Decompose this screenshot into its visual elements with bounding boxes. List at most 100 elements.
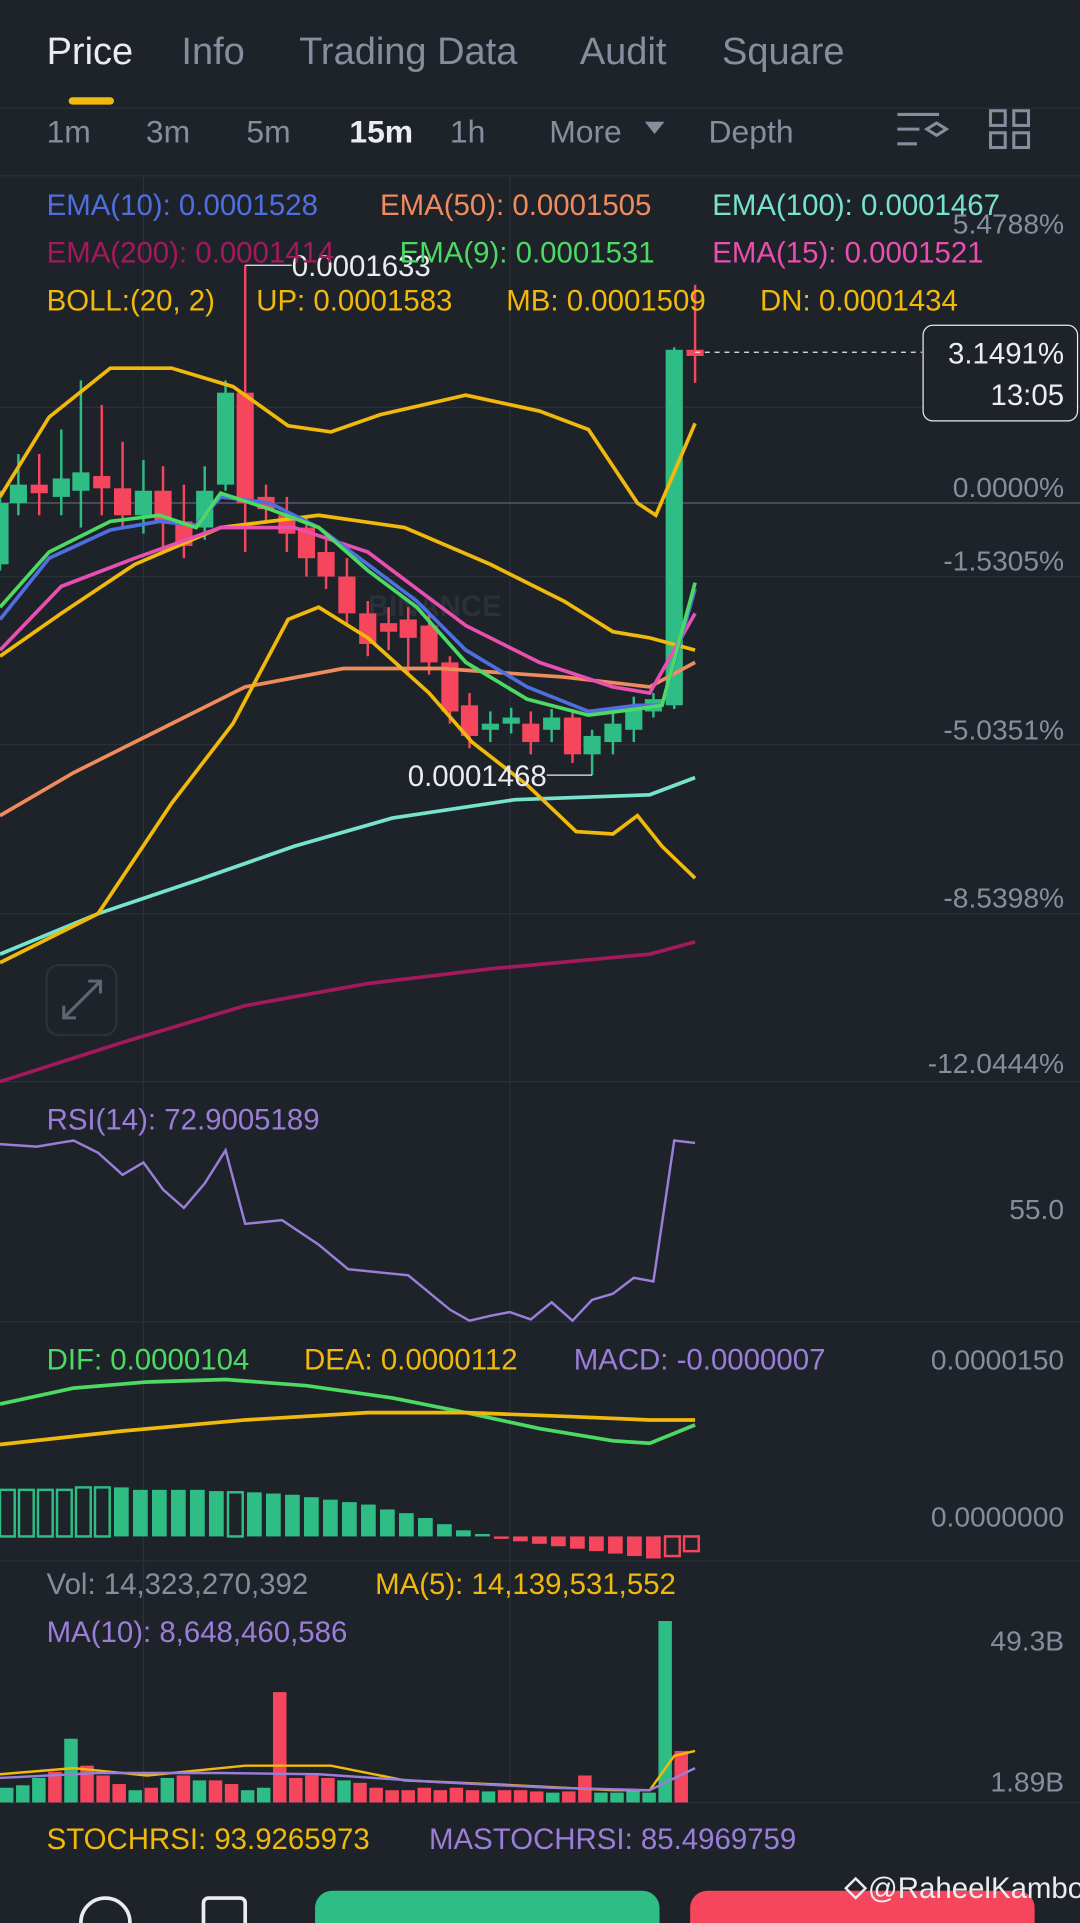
- macd-bar: [36, 1488, 54, 1538]
- settings-icon[interactable]: [897, 112, 950, 146]
- macd-bar: [570, 1536, 585, 1549]
- dif-label: DIF: 0.0000104: [47, 1344, 250, 1377]
- dropdown-icon: [644, 121, 665, 135]
- macd-bar: [494, 1536, 509, 1539]
- boll-label: UP: 0.0001583: [256, 285, 452, 318]
- nav-icon[interactable]: [201, 1896, 248, 1923]
- candle-body: [522, 723, 540, 743]
- macd-label: MACD: -0.0000007: [574, 1344, 826, 1377]
- volume-bar: [481, 1791, 496, 1803]
- ema-label: EMA(15): 0.0001521: [712, 237, 983, 270]
- macd-bar: [266, 1493, 281, 1537]
- volume-bar: [48, 1771, 62, 1803]
- countdown: 13:05: [990, 379, 1064, 412]
- layout-icon[interactable]: [988, 109, 1031, 150]
- volume-bars: [0, 1621, 688, 1803]
- volume-bar: [208, 1780, 223, 1803]
- volume-bar: [546, 1792, 560, 1803]
- buy-button[interactable]: [315, 1890, 660, 1923]
- candle-body: [72, 472, 90, 491]
- candle-body: [30, 484, 48, 494]
- high-annotation: 0.0001633: [292, 250, 431, 283]
- volume-bar: [497, 1790, 512, 1803]
- vol-label: Vol: 14,323,270,392: [47, 1568, 309, 1601]
- expand-button[interactable]: [45, 963, 118, 1037]
- macd-bar: [114, 1487, 129, 1537]
- candle-body: [604, 723, 622, 743]
- macd-bar: [399, 1513, 414, 1537]
- macd-bar: [627, 1536, 642, 1557]
- interval[interactable]: 1m: [47, 114, 91, 150]
- boll-label: DN: 0.0001434: [760, 285, 958, 318]
- volume-bar: [0, 1787, 14, 1803]
- candle-body: [236, 392, 254, 504]
- candle-body: [563, 717, 582, 755]
- interval[interactable]: More: [549, 114, 622, 150]
- candle-body: [52, 478, 70, 497]
- candle-body: [93, 476, 111, 489]
- macd-bar: [74, 1486, 92, 1538]
- interval[interactable]: 3m: [146, 114, 190, 150]
- macd-bar: [209, 1491, 224, 1537]
- volume-bar: [96, 1775, 110, 1803]
- candle-body: [0, 503, 9, 565]
- macd-bar: [226, 1491, 244, 1538]
- candle-body: [441, 662, 459, 712]
- volume-bar: [337, 1780, 351, 1803]
- volume-bar: [240, 1790, 255, 1803]
- axis-label: 49.3B: [990, 1624, 1064, 1656]
- volume-bar: [112, 1784, 126, 1803]
- tab[interactable]: Audit: [580, 31, 667, 73]
- vol-ma10: [0, 1767, 696, 1792]
- macd-bar: [380, 1509, 395, 1537]
- tab[interactable]: Info: [181, 31, 244, 73]
- interval[interactable]: Depth: [709, 114, 794, 150]
- axis-label: -12.0444%: [928, 1047, 1064, 1079]
- candle-body: [134, 490, 153, 516]
- volume-bar: [64, 1738, 78, 1803]
- volume-bar: [273, 1692, 287, 1803]
- interval[interactable]: 15m: [349, 114, 413, 150]
- candle-body: [686, 349, 704, 356]
- candle-body: [114, 488, 132, 516]
- macd-bar: [0, 1488, 16, 1538]
- volume-bar: [16, 1785, 30, 1803]
- volume-bar: [289, 1777, 303, 1803]
- rsi-label: RSI(14): 72.9005189: [47, 1103, 320, 1136]
- vol-ma-label: MA(5): 14,139,531,552: [375, 1568, 676, 1601]
- sell-button[interactable]: [690, 1890, 1035, 1923]
- volume-bar: [385, 1790, 399, 1803]
- logo: [844, 1876, 868, 1900]
- vol-ma-label: MA(10): 8,648,460,586: [47, 1616, 348, 1649]
- boll-label: BOLL:(20, 2): [47, 285, 215, 318]
- candle-body: [297, 527, 316, 559]
- axis-label: 0.0000150: [931, 1344, 1064, 1376]
- candle-body: [583, 735, 601, 755]
- volume-bar: [401, 1790, 415, 1803]
- candle-body: [665, 349, 683, 706]
- boll-label: MB: 0.0001509: [506, 285, 705, 318]
- volume-bar: [144, 1787, 159, 1803]
- candle-body: [481, 723, 499, 730]
- candle-body: [380, 623, 398, 632]
- tab[interactable]: Square: [722, 31, 845, 73]
- tab[interactable]: Trading Data: [299, 31, 518, 73]
- dea-label: DEA: 0.0000112: [304, 1344, 518, 1377]
- candles: [0, 265, 704, 776]
- macd-bar: [247, 1492, 262, 1537]
- tab[interactable]: Price: [47, 31, 134, 73]
- price-change: 3.1491%: [948, 337, 1064, 370]
- volume-bar: [449, 1787, 464, 1803]
- interval[interactable]: 5m: [246, 114, 290, 150]
- interval[interactable]: 1h: [450, 114, 485, 150]
- macd-bar: [437, 1524, 452, 1537]
- macd-bar: [55, 1488, 73, 1538]
- macd-bar: [513, 1536, 528, 1542]
- volume-bar: [353, 1782, 367, 1803]
- macd-bar: [93, 1486, 111, 1538]
- macd-histogram: [0, 1486, 700, 1559]
- volume-bar: [417, 1787, 432, 1803]
- price-tag: [922, 324, 1079, 422]
- volume-bar: [626, 1790, 640, 1803]
- dea-line: [0, 1410, 696, 1447]
